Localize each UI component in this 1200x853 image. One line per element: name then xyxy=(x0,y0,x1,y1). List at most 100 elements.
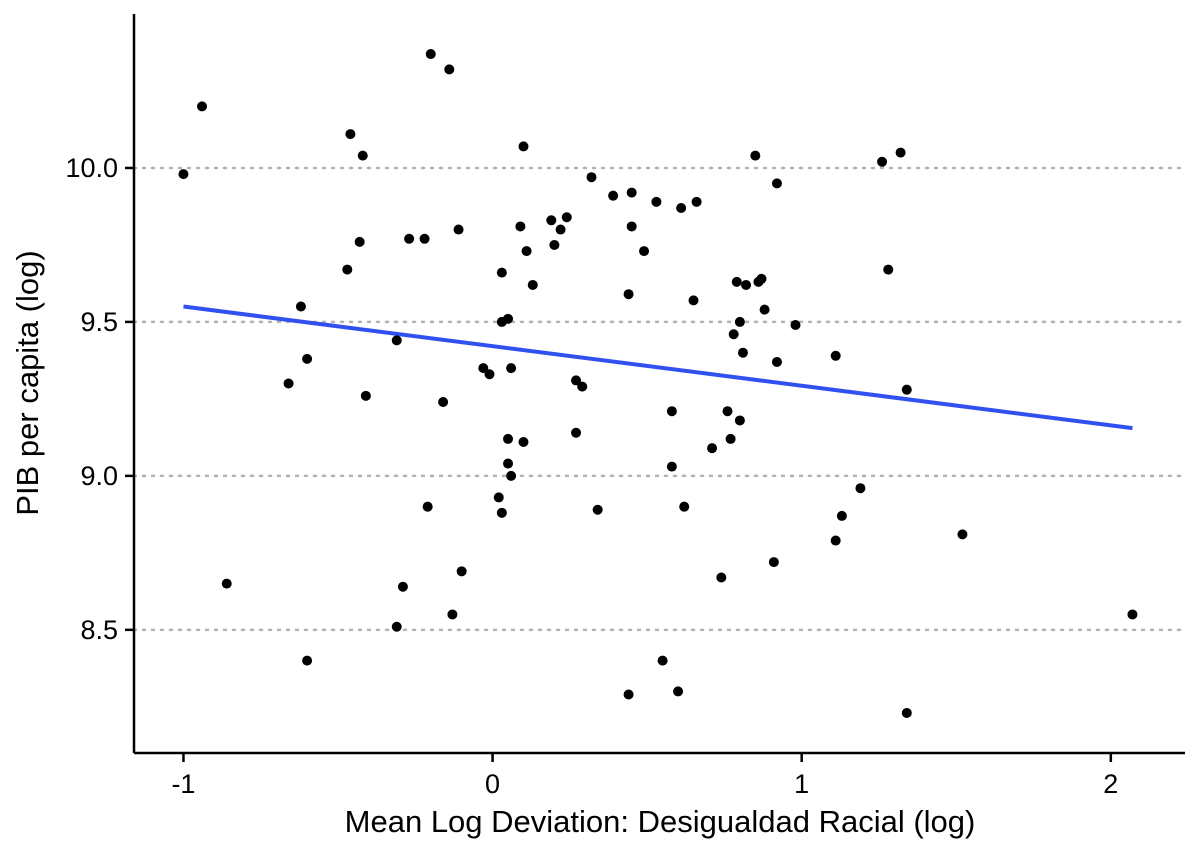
data-point xyxy=(623,289,634,300)
data-point xyxy=(651,196,662,207)
data-point xyxy=(734,316,745,327)
data-point xyxy=(731,276,742,287)
data-point xyxy=(425,49,436,60)
data-point xyxy=(438,396,449,407)
data-point xyxy=(397,581,408,592)
data-point xyxy=(478,363,489,374)
data-point xyxy=(503,313,514,324)
data-point xyxy=(673,686,684,697)
data-point xyxy=(592,504,603,515)
data-point xyxy=(342,264,353,275)
data-point xyxy=(901,707,912,718)
data-point xyxy=(666,461,677,472)
data-point xyxy=(518,141,529,152)
data-point xyxy=(496,507,507,518)
regression-line xyxy=(183,304,1133,431)
data-point xyxy=(737,347,748,358)
data-point xyxy=(221,578,232,589)
data-point xyxy=(555,224,566,235)
x-axis-ticks: -1 0 1 2 xyxy=(171,753,1118,799)
data-point xyxy=(506,363,517,374)
y-tick-label: 10.0 xyxy=(65,153,118,183)
data-point xyxy=(561,212,572,223)
y-axis-title: PIB per capita (log) xyxy=(10,250,45,515)
data-point xyxy=(741,279,752,290)
data-point xyxy=(345,129,356,140)
data-point xyxy=(484,369,495,380)
data-point xyxy=(679,501,690,512)
data-point xyxy=(493,492,504,503)
data-point xyxy=(419,233,430,244)
data-point xyxy=(521,246,532,257)
data-point xyxy=(302,353,313,364)
data-point xyxy=(422,501,433,512)
data-point xyxy=(725,433,736,444)
data-point xyxy=(883,264,894,275)
data-point xyxy=(178,169,189,180)
x-axis-title: Mean Log Deviation: Desigualdad Racial (… xyxy=(345,804,976,839)
data-point xyxy=(571,427,582,438)
data-point xyxy=(360,390,371,401)
data-point xyxy=(453,224,464,235)
data-point xyxy=(496,267,507,278)
y-axis-ticks: 8.5 9.0 9.5 10.0 xyxy=(65,153,134,645)
data-point xyxy=(391,621,402,632)
data-point xyxy=(515,221,526,232)
grid-lines xyxy=(132,166,1187,632)
y-tick-label: 9.0 xyxy=(80,461,118,491)
data-point xyxy=(503,458,514,469)
data-point xyxy=(354,236,365,247)
data-point xyxy=(586,172,597,183)
data-point xyxy=(608,190,619,201)
data-point xyxy=(506,470,517,481)
data-point xyxy=(302,655,313,666)
data-point xyxy=(716,572,727,583)
fit-line-layer xyxy=(183,304,1133,431)
data-point xyxy=(295,301,306,312)
x-tick-label: -1 xyxy=(171,769,195,799)
data-point xyxy=(707,443,718,454)
data-point xyxy=(623,689,634,700)
data-point xyxy=(750,150,761,161)
data-point xyxy=(691,196,702,207)
data-point xyxy=(901,384,912,395)
data-point xyxy=(283,378,294,389)
data-point xyxy=(626,187,637,198)
data-point xyxy=(456,566,467,577)
data-point xyxy=(676,202,687,213)
data-point xyxy=(444,64,455,75)
data-point xyxy=(728,329,739,340)
data-point xyxy=(830,535,841,546)
data-point xyxy=(657,655,668,666)
data-point xyxy=(639,246,650,257)
data-point xyxy=(895,147,906,158)
data-point xyxy=(790,319,801,330)
data-point xyxy=(722,406,733,417)
data-point xyxy=(626,221,637,232)
data-point xyxy=(527,279,538,290)
data-point xyxy=(577,381,588,392)
x-tick-label: 0 xyxy=(485,769,500,799)
data-point xyxy=(1127,609,1138,620)
y-tick-label: 8.5 xyxy=(80,615,118,645)
data-point xyxy=(771,356,782,367)
data-point xyxy=(518,437,529,448)
data-point xyxy=(877,156,888,167)
data-point xyxy=(546,215,557,226)
data-point xyxy=(503,433,514,444)
data-point xyxy=(357,150,368,161)
data-point xyxy=(549,239,560,250)
data-point xyxy=(855,483,866,494)
data-point xyxy=(957,529,968,540)
data-point xyxy=(771,178,782,189)
data-point xyxy=(756,273,767,284)
data-point xyxy=(768,557,779,568)
x-tick-label: 2 xyxy=(1103,769,1118,799)
data-point xyxy=(734,415,745,426)
data-point xyxy=(447,609,458,620)
data-point xyxy=(391,335,402,346)
points-layer xyxy=(178,49,1138,718)
data-point xyxy=(571,375,582,386)
x-tick-label: 1 xyxy=(794,769,809,799)
y-tick-label: 9.5 xyxy=(80,307,118,337)
